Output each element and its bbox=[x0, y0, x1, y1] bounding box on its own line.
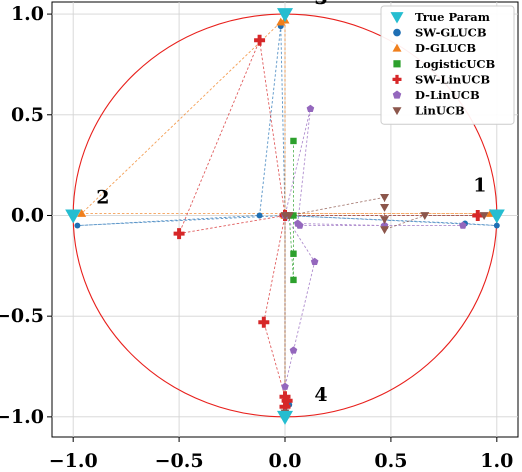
series-line-d-glucb bbox=[80, 19, 491, 415]
data-point-logisticucb bbox=[290, 276, 297, 284]
data-point-linucb bbox=[280, 212, 290, 220]
point-label-1: 1 bbox=[473, 174, 486, 196]
data-point-sw-linucb bbox=[472, 209, 484, 221]
y-tick-label: −1.0 bbox=[0, 406, 44, 428]
data-point-d-linucb bbox=[459, 221, 467, 229]
x-tick-label: −0.5 bbox=[155, 450, 204, 472]
legend-label-true-param: True Param bbox=[415, 10, 490, 24]
data-point-sw-glucb bbox=[256, 212, 263, 219]
legend-marker-true-param bbox=[390, 12, 404, 24]
data-point-true-param bbox=[277, 8, 293, 23]
data-point-sw-linucb bbox=[173, 228, 185, 240]
x-tick-label: 1.0 bbox=[480, 450, 513, 472]
y-tick-label: −0.5 bbox=[0, 305, 44, 327]
legend-label-sw-linucb: SW-LinUCB bbox=[415, 72, 490, 86]
legend-label-logisticucb: LogisticUCB bbox=[415, 57, 496, 71]
legend-label-sw-glucb: SW-GLUCB bbox=[415, 26, 487, 40]
data-point-linucb bbox=[380, 226, 390, 235]
data-point-d-linucb bbox=[289, 346, 298, 354]
data-point-linucb bbox=[420, 212, 430, 220]
markers bbox=[65, 8, 505, 425]
data-point-sw-glucb bbox=[493, 222, 500, 229]
data-point-d-linucb bbox=[281, 382, 289, 390]
legend-marker-logisticucb bbox=[393, 60, 401, 68]
axis-ticks: −1.0 −0.5 0.0 0.5 1.0 −1.0 −0.5 0.0 0.5 1.0 bbox=[0, 3, 513, 472]
data-point-sw-linucb bbox=[279, 401, 291, 413]
x-tick-label: 0.0 bbox=[268, 450, 301, 472]
data-point-true-param bbox=[488, 209, 505, 224]
y-tick-label: 1.0 bbox=[11, 3, 44, 25]
legend-marker-sw-linucb bbox=[392, 74, 402, 84]
legend-label-d-linucb: D-LinUCB bbox=[415, 88, 480, 102]
data-point-linucb bbox=[380, 216, 390, 224]
y-tick-label: 0.0 bbox=[11, 204, 44, 226]
x-tick-label: −1.0 bbox=[49, 450, 98, 472]
series-line-d-linucb bbox=[284, 108, 463, 413]
x-tick-label: 0.5 bbox=[374, 450, 407, 472]
data-point-linucb bbox=[380, 204, 390, 212]
data-point-logisticucb bbox=[290, 212, 297, 219]
data-point-logisticucb bbox=[290, 137, 297, 145]
point-label-4: 4 bbox=[314, 384, 327, 406]
data-point-sw-linucb bbox=[254, 34, 266, 46]
legend-label-linucb: LinUCB bbox=[415, 104, 465, 118]
legend-box bbox=[380, 5, 515, 125]
data-point-true-param bbox=[65, 209, 82, 224]
point-label-2: 2 bbox=[96, 186, 109, 208]
data-point-logisticucb bbox=[290, 250, 297, 257]
point-labels: 1 2 3 4 bbox=[96, 0, 486, 406]
data-point-d-glucb bbox=[276, 17, 286, 26]
data-point-sw-linucb bbox=[258, 316, 270, 328]
data-point-d-linucb bbox=[306, 104, 315, 112]
point-label-3: 3 bbox=[314, 0, 327, 9]
legend-marker-sw-glucb bbox=[393, 28, 401, 37]
data-point-d-linucb bbox=[310, 257, 319, 266]
y-tick-label: 0.5 bbox=[11, 104, 44, 126]
data-point-d-glucb bbox=[77, 208, 87, 217]
data-point-d-linucb bbox=[293, 219, 302, 227]
data-point-sw-glucb bbox=[74, 222, 81, 229]
data-point-sw-linucb bbox=[279, 391, 291, 403]
data-point-true-param bbox=[277, 410, 293, 425]
data-point-sw-linucb bbox=[281, 395, 293, 407]
legend-marker-linucb bbox=[392, 107, 402, 116]
legend-marker-d-glucb bbox=[392, 43, 402, 52]
data-point-linucb bbox=[479, 212, 489, 220]
legend-marker-d-linucb bbox=[392, 90, 402, 99]
data-point-linucb bbox=[380, 193, 390, 202]
legend-label-d-glucb: D-GLUCB bbox=[415, 41, 476, 55]
